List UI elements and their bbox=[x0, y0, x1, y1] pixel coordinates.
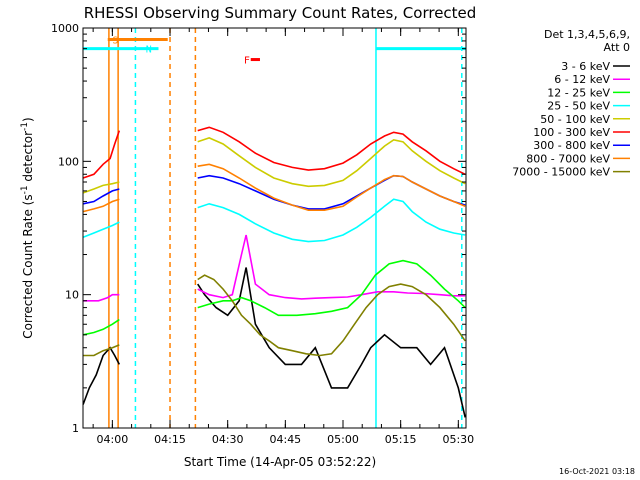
legend-label-0: 3 - 6 keV bbox=[561, 60, 610, 73]
series-5-segment-1 bbox=[197, 126, 466, 176]
x-tick-label-6: 05:30 bbox=[442, 433, 474, 446]
legend-label-8: 7000 - 15000 keV bbox=[512, 166, 610, 179]
x-tick-label-4: 05:00 bbox=[327, 433, 359, 446]
series-2-segment-0 bbox=[82, 318, 120, 336]
legend-label-7: 800 - 7000 keV bbox=[526, 152, 610, 165]
series-5-segment-0 bbox=[82, 130, 121, 179]
legend-label-5: 100 - 300 keV bbox=[533, 126, 610, 139]
legend-label-1: 6 - 12 keV bbox=[554, 73, 610, 86]
x-tick-label-0: 04:00 bbox=[97, 433, 129, 446]
x-tick-label-1: 04:15 bbox=[154, 433, 186, 446]
x-tick-label-2: 04:30 bbox=[212, 433, 244, 446]
legend-title-line2: Att 0 bbox=[604, 41, 630, 54]
y-axis-label-mid: detector bbox=[21, 131, 35, 186]
legend-label-2: 12 - 25 keV bbox=[547, 86, 610, 99]
legend-label-6: 300 - 800 keV bbox=[533, 139, 610, 152]
y-axis-label-end: ) bbox=[21, 117, 35, 122]
series-6-segment-1 bbox=[197, 174, 466, 210]
x-tick-label-3: 04:45 bbox=[269, 433, 301, 446]
y-tick-label-3: 1000 bbox=[51, 22, 79, 35]
chart-title: RHESSI Observing Summary Count Rates, Co… bbox=[84, 4, 477, 22]
y-tick-label-2: 100 bbox=[58, 155, 79, 168]
series-2-segment-1 bbox=[197, 259, 466, 317]
series-1-segment-0 bbox=[83, 293, 120, 302]
x-tick-label-5: 05:15 bbox=[385, 433, 417, 446]
series-8-segment-1 bbox=[197, 274, 466, 357]
y-axis-label: Corrected Count Rate (s-1 detector-1) bbox=[20, 117, 35, 338]
y-axis-label-sup2: -1 bbox=[20, 122, 30, 131]
series-0-segment-0 bbox=[82, 346, 121, 405]
series-0-segment-1 bbox=[197, 267, 466, 418]
y-axis-label-main: Corrected Count Rate (s bbox=[21, 194, 35, 338]
annotation-f: F bbox=[244, 56, 250, 67]
y-tick-label-0: 1 bbox=[72, 422, 79, 435]
x-axis-label: Start Time (14-Apr-05 03:52:22) bbox=[184, 455, 376, 469]
annotation-s: S bbox=[112, 35, 118, 46]
plot-frame bbox=[82, 27, 467, 429]
legend-title-line1: Det 1,3,4,5,6,9, bbox=[544, 28, 630, 41]
annotation-n: N bbox=[146, 45, 152, 56]
legend-label-3: 25 - 50 keV bbox=[547, 100, 610, 113]
series-1-segment-1 bbox=[197, 234, 466, 300]
series-4-segment-0 bbox=[82, 181, 120, 194]
series-8-segment-0 bbox=[83, 344, 120, 357]
series-4-segment-1 bbox=[197, 137, 466, 188]
series-3-segment-1 bbox=[197, 198, 466, 243]
series-7-segment-1 bbox=[197, 163, 466, 211]
legend-label-4: 50 - 100 keV bbox=[540, 113, 610, 126]
footer-timestamp: 16-Oct-2021 03:18 bbox=[559, 467, 635, 476]
y-tick-label-1: 10 bbox=[65, 289, 79, 302]
series-6-segment-0 bbox=[82, 188, 120, 205]
series-7-segment-0 bbox=[82, 198, 120, 213]
series-3-segment-0 bbox=[82, 221, 120, 238]
y-axis-label-sup1: -1 bbox=[20, 185, 30, 194]
